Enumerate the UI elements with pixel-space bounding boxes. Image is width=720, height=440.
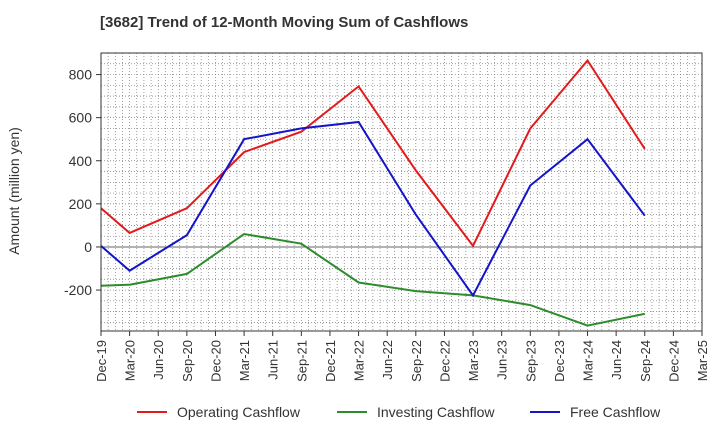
x-tick-label: Jun-24 [609, 340, 624, 380]
y-tick-label: 0 [84, 239, 92, 255]
y-tick-label: 800 [69, 67, 93, 83]
chart-title: [3682] Trend of 12-Month Moving Sum of C… [100, 14, 469, 31]
y-tick-label: -200 [64, 282, 92, 298]
x-tick-label: Sep-20 [180, 340, 195, 382]
legend-item: Investing Cashflow [337, 404, 495, 420]
x-tick-label: Sep-21 [294, 340, 309, 382]
x-tick-label: Sep-22 [409, 340, 424, 382]
legend-swatch [337, 411, 367, 413]
x-tick-label: Mar-25 [695, 340, 710, 381]
y-tick-label: 200 [69, 196, 93, 212]
x-tick-label: Sep-23 [523, 340, 538, 382]
x-tick-label: Dec-20 [208, 340, 223, 382]
x-tick-label: Mar-21 [237, 340, 252, 381]
x-tick-label: Dec-24 [666, 340, 681, 382]
x-tick-label: Mar-23 [466, 340, 481, 381]
x-tick-label: Mar-24 [581, 340, 596, 381]
y-tick-label: 400 [69, 153, 93, 169]
series-lines [100, 58, 646, 327]
x-tick-label: Dec-23 [552, 340, 567, 382]
x-tick-label: Mar-20 [123, 340, 138, 381]
x-tick-label: Sep-24 [638, 340, 653, 382]
legend-swatch [530, 411, 560, 413]
x-tick-label: Dec-19 [94, 340, 109, 382]
legend: Operating Cashflow Investing Cashflow Free… [0, 404, 720, 424]
legend-label: Operating Cashflow [177, 404, 300, 420]
legend-swatch [137, 411, 167, 413]
x-tick-label: Mar-22 [352, 340, 367, 381]
axes: -200 0 200 400 600 800 Dec-19 Mar-20 Jun-20 Sep-2… [64, 52, 710, 382]
legend-item: Free Cashflow [530, 404, 660, 420]
series-line-investing-cashflow [100, 232, 646, 327]
y-axis-label: Amount (million yen) [6, 127, 22, 255]
x-tick-label: Jun-22 [380, 340, 395, 380]
x-tick-label: Jun-23 [495, 340, 510, 380]
y-tick-label: 600 [69, 110, 93, 126]
series-line-free-cashflow [100, 120, 646, 298]
series-line-operating-cashflow [100, 58, 646, 248]
legend-label: Investing Cashflow [377, 404, 495, 420]
grid [101, 53, 702, 331]
x-tick-label: Dec-21 [323, 340, 338, 382]
x-tick-label: Jun-20 [151, 340, 166, 380]
x-tick-label: Jun-21 [266, 340, 281, 380]
plot-frame [100, 52, 703, 332]
legend-label: Free Cashflow [570, 404, 661, 420]
legend-item: Operating Cashflow [137, 404, 300, 420]
x-tick-label: Dec-22 [437, 340, 452, 382]
